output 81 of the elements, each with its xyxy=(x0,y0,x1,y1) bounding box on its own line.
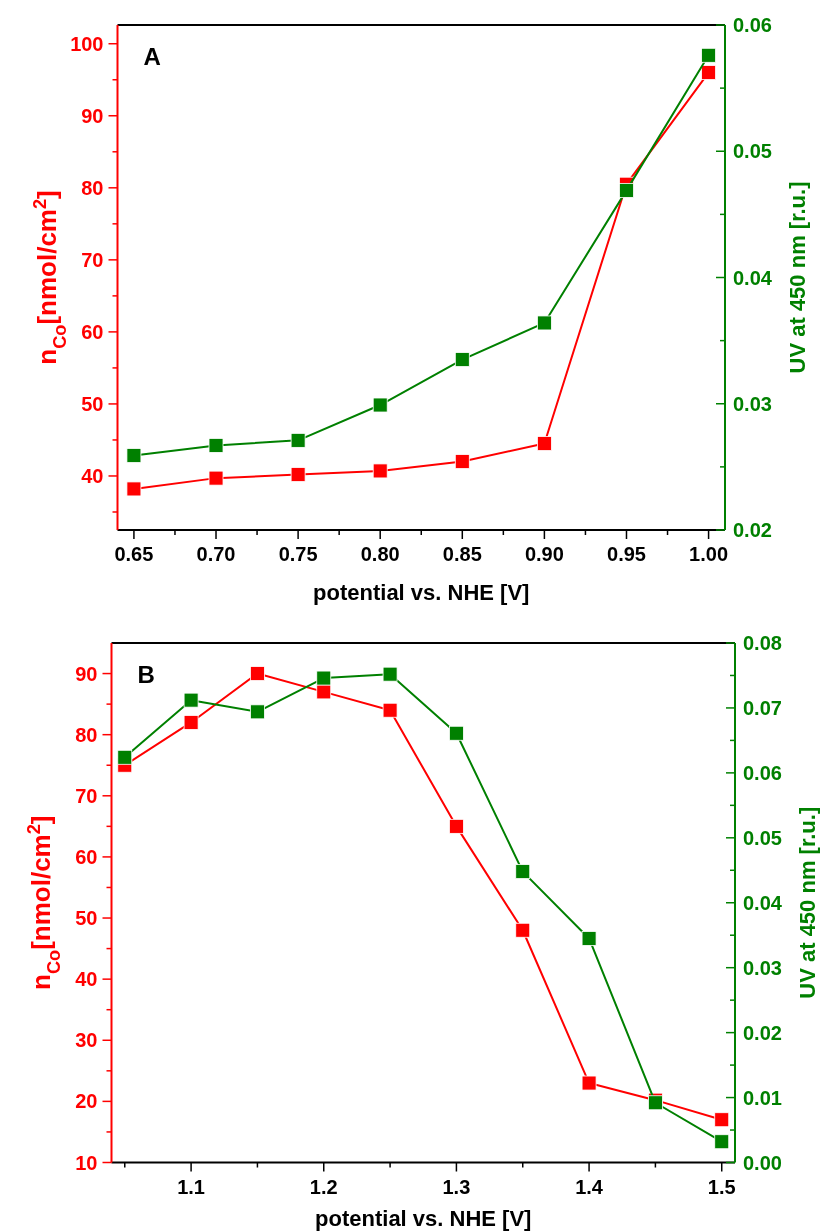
x-tick-label: 1.4 xyxy=(575,1175,604,1198)
x-tick-label: 0.70 xyxy=(196,543,236,565)
y2-tick-label: 0.03 xyxy=(743,956,782,979)
y-tick-label: 20 xyxy=(75,1090,98,1113)
y-tick-label: 60 xyxy=(81,320,104,343)
point xyxy=(449,725,464,741)
y-tick-label: 70 xyxy=(75,784,98,807)
point xyxy=(536,436,552,451)
y2-tick-label: 0.05 xyxy=(743,826,782,849)
y-tick-label: 100 xyxy=(70,32,104,55)
point xyxy=(515,864,531,879)
y2-axis-title: UV at 450 nm [r.u.] xyxy=(785,181,810,374)
x-tick-label: 0.95 xyxy=(607,543,646,565)
x-axis-title: potential vs. NHE [V] xyxy=(315,1206,532,1231)
point xyxy=(290,467,306,482)
y2-tick-label: 0.00 xyxy=(743,1151,782,1174)
y-tick-label: 80 xyxy=(81,176,104,199)
point xyxy=(117,749,133,765)
point xyxy=(372,397,388,413)
y-tick-label: 70 xyxy=(81,248,104,271)
y-tick-label: 60 xyxy=(75,845,98,868)
point xyxy=(581,931,597,946)
x-tick-label: 0.80 xyxy=(360,543,400,565)
y2-tick-label: 0.02 xyxy=(743,1021,782,1044)
y-tick-label: 30 xyxy=(75,1029,98,1052)
y2-tick-label: 0.05 xyxy=(733,140,772,163)
point xyxy=(454,352,470,367)
point xyxy=(382,666,398,682)
y-tick-label: 90 xyxy=(81,104,104,127)
point xyxy=(619,182,634,198)
point xyxy=(250,666,265,681)
y-tick-label: 40 xyxy=(75,968,98,991)
y2-tick-label: 0.06 xyxy=(743,761,782,784)
y-tick-label: 50 xyxy=(81,392,104,415)
point xyxy=(515,922,531,938)
point xyxy=(536,315,552,331)
point xyxy=(714,1112,730,1128)
x-tick-label: 1.00 xyxy=(689,543,729,565)
x-tick-label: 1.2 xyxy=(309,1175,338,1198)
point xyxy=(449,818,464,834)
point xyxy=(183,715,199,730)
y2-axis-title: UV at 450 nm [r.u.] xyxy=(795,806,820,999)
point xyxy=(250,704,265,720)
y-tick-label: 50 xyxy=(75,907,98,930)
point xyxy=(382,702,398,718)
x-tick-label: 1.3 xyxy=(442,1175,471,1198)
y2-tick-label: 0.03 xyxy=(733,392,772,415)
x-tick-label: 0.75 xyxy=(278,543,318,565)
point xyxy=(290,432,306,448)
x-tick-label: 0.90 xyxy=(524,543,564,565)
y2-tick-label: 0.01 xyxy=(743,1086,782,1109)
x-tick-label: 1.5 xyxy=(707,1175,736,1198)
y2-tick-label: 0.02 xyxy=(733,519,772,541)
point xyxy=(126,448,142,463)
annotation: B xyxy=(137,661,155,688)
point xyxy=(316,684,332,700)
y2-tick-label: 0.08 xyxy=(743,632,782,654)
y2-tick-label: 0.07 xyxy=(743,696,782,719)
point xyxy=(454,454,470,469)
point xyxy=(126,481,142,497)
point xyxy=(208,470,224,486)
point xyxy=(581,1075,597,1091)
x-tick-label: 1.1 xyxy=(177,1175,205,1198)
annotation: A xyxy=(143,43,161,70)
x-tick-label: 0.65 xyxy=(114,543,154,565)
point xyxy=(208,438,224,453)
y-tick-label: 80 xyxy=(75,723,98,746)
y-tick-label: 10 xyxy=(75,1151,98,1174)
point xyxy=(714,1134,730,1150)
y2-tick-label: 0.04 xyxy=(733,266,773,289)
y-tick-label: 40 xyxy=(81,464,104,487)
y-tick-label: 90 xyxy=(75,662,98,685)
point xyxy=(372,463,388,479)
y2-tick-label: 0.04 xyxy=(743,891,783,914)
x-axis-title: potential vs. NHE [V] xyxy=(313,580,530,605)
x-tick-label: 0.85 xyxy=(442,543,482,565)
point xyxy=(183,692,199,708)
point xyxy=(701,65,716,80)
point xyxy=(701,47,716,63)
y2-tick-label: 0.06 xyxy=(733,14,772,36)
point xyxy=(316,670,332,686)
